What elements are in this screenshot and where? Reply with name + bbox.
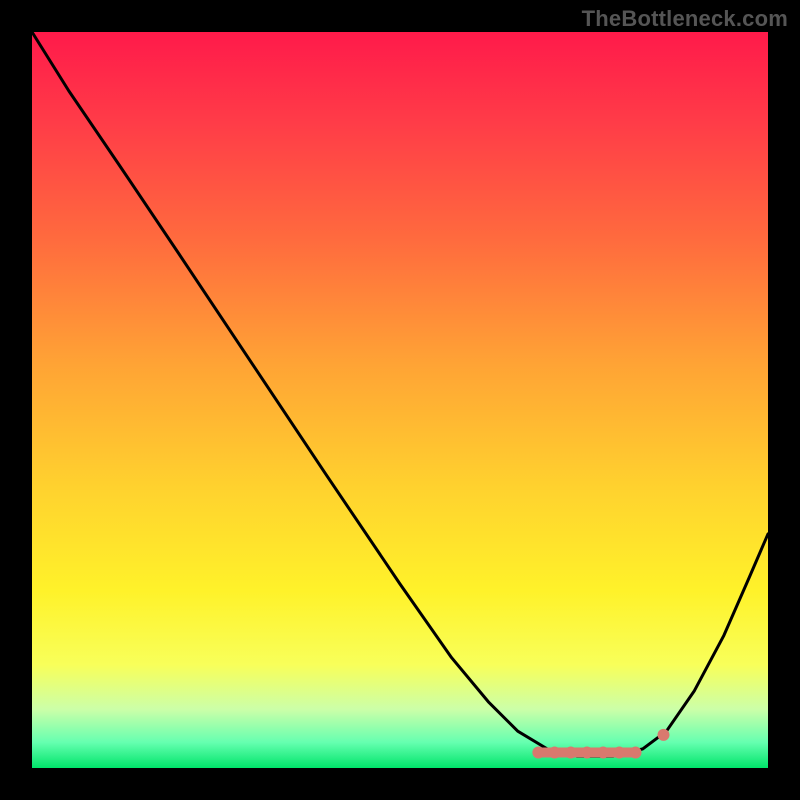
optimal-range-dot — [597, 747, 609, 759]
optimal-range-dot — [657, 729, 669, 741]
optimal-range-dot — [581, 747, 593, 759]
optimal-range-dot — [613, 747, 625, 759]
watermark-text: TheBottleneck.com — [582, 6, 788, 32]
gradient-plot-area — [32, 32, 768, 768]
optimal-range-dot — [630, 747, 642, 759]
optimal-range-dot — [549, 747, 561, 759]
optimal-range-dot — [565, 747, 577, 759]
optimal-range-dot — [532, 747, 544, 759]
